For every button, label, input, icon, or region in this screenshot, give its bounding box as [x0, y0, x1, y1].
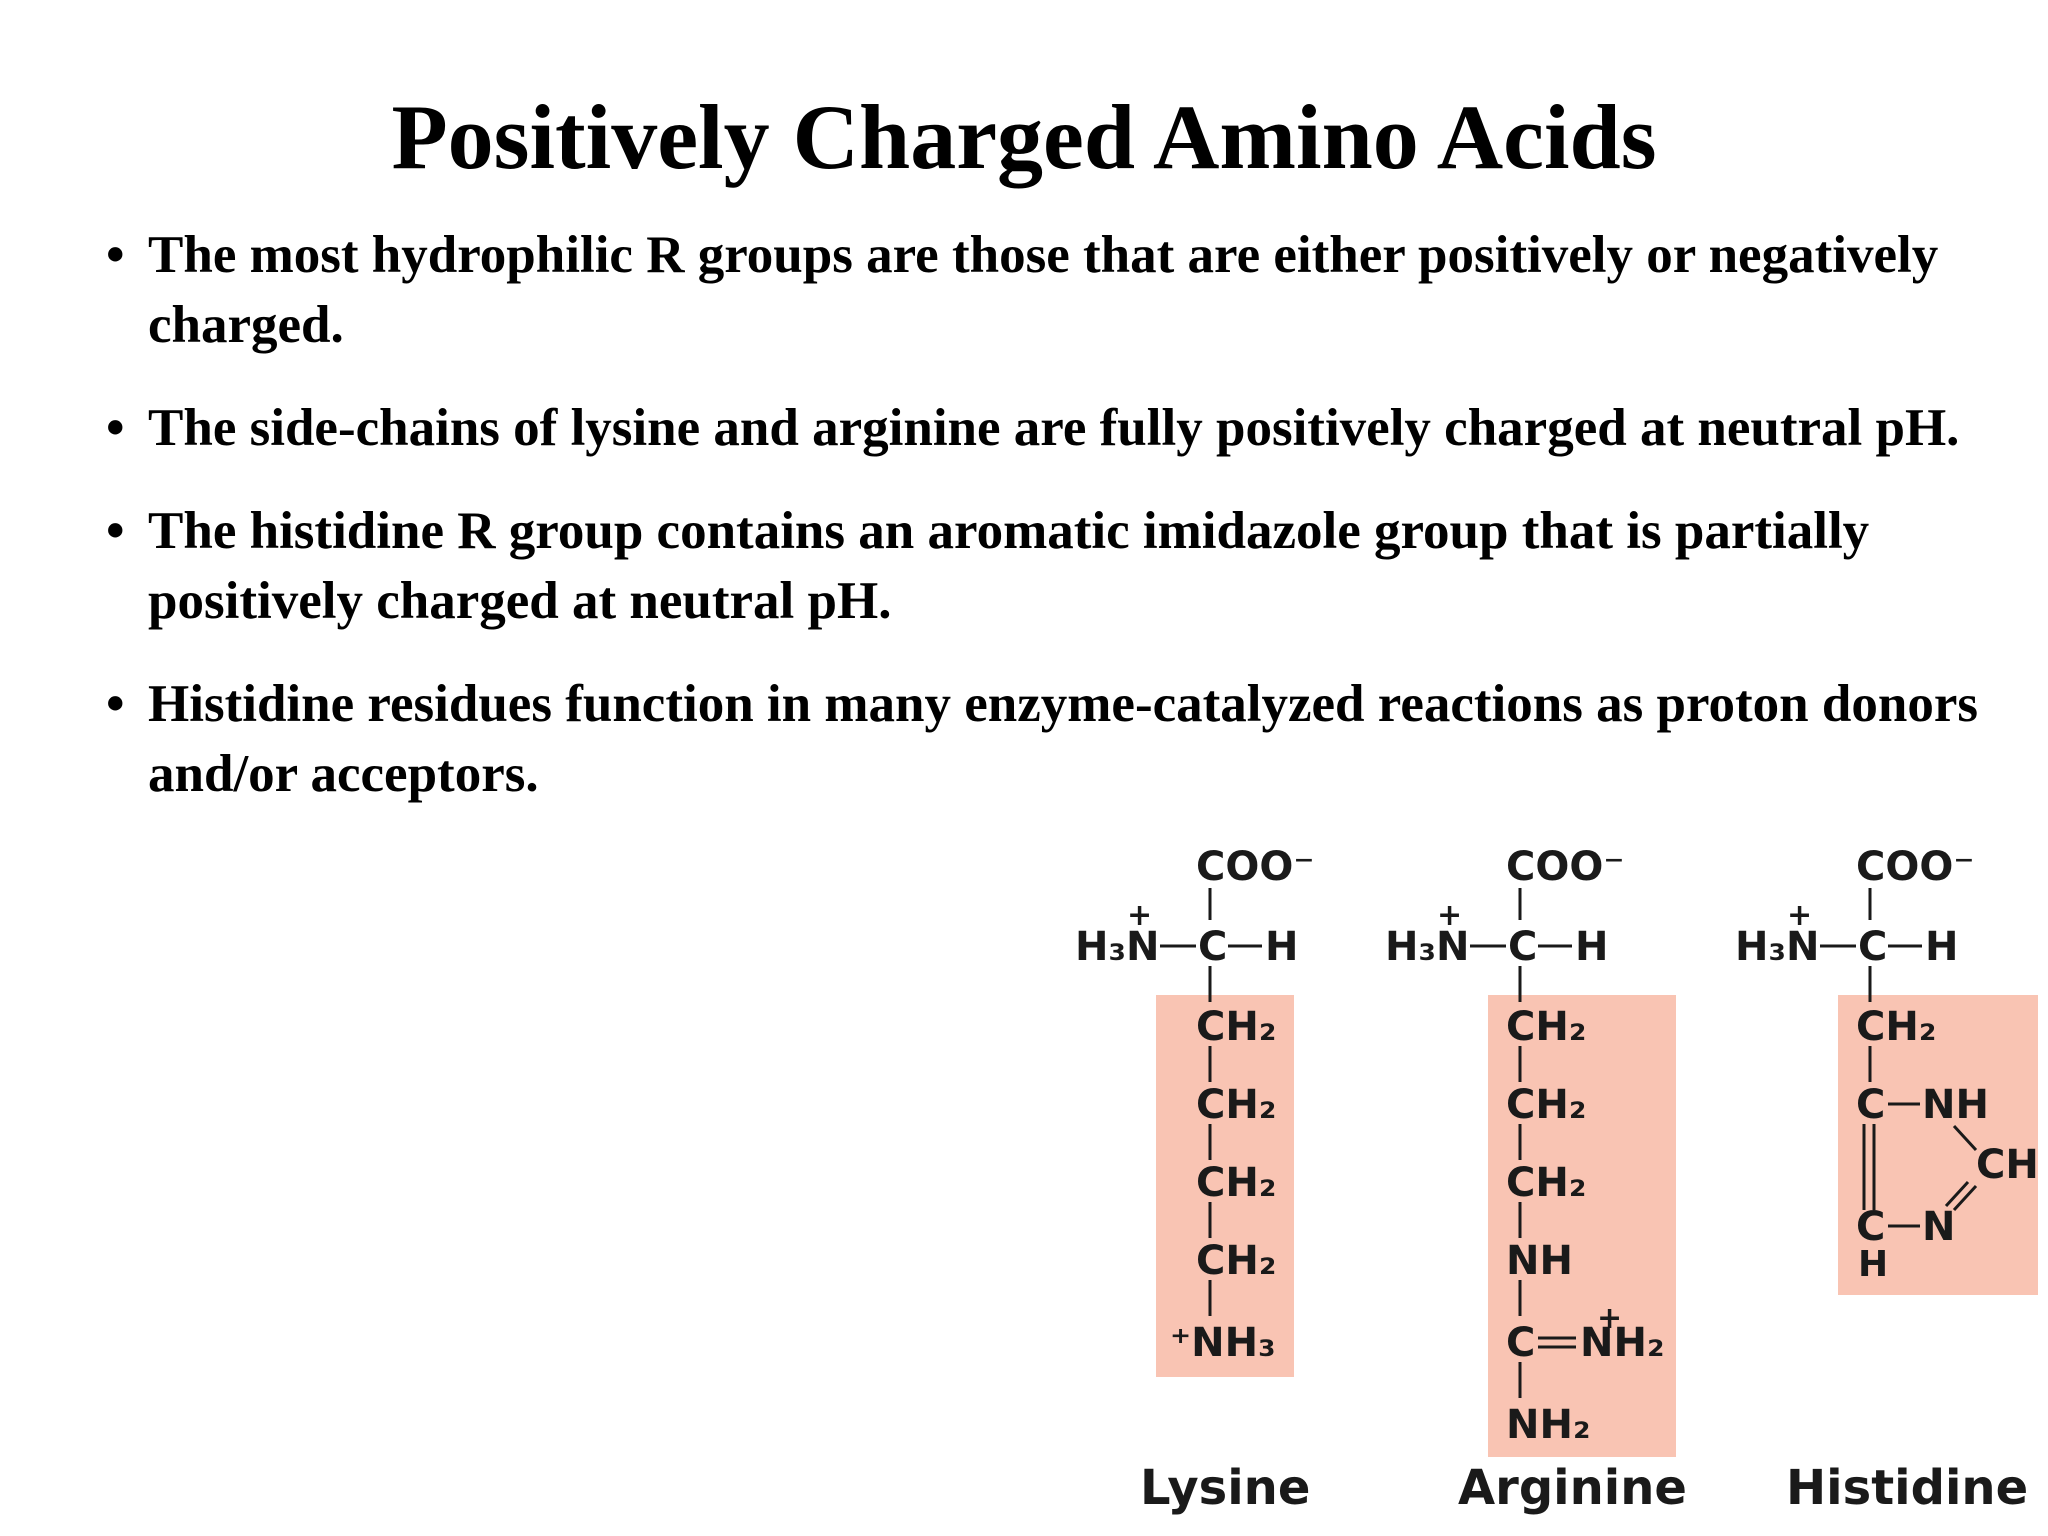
arginine-nh: NH: [1506, 1238, 1573, 1284]
bullet-text: The histidine R group contains an aromat…: [148, 502, 1870, 630]
histidine-ring-n: N: [1922, 1204, 1955, 1250]
histidine-ring-nh: NH: [1922, 1082, 1989, 1128]
histidine-ring-carbon-1: C: [1856, 1082, 1885, 1128]
arginine-terminal-nh2: NH₂: [1506, 1402, 1590, 1448]
arginine-alpha-hydrogen: H: [1575, 924, 1608, 970]
bullet-text: The side-chains of lysine and arginine a…: [148, 399, 1960, 457]
lysine-ch2-3: CH₂: [1196, 1160, 1276, 1206]
histidine-carboxylate: COO⁻: [1856, 844, 1974, 890]
histidine-alpha-hydrogen: H: [1925, 924, 1958, 970]
histidine-amino-group: H₃N: [1735, 924, 1819, 970]
lysine-amino-charge: +: [1127, 898, 1152, 933]
arginine-ch2-1: CH₂: [1506, 1004, 1586, 1050]
arginine-charge: +: [1597, 1301, 1622, 1336]
histidine-ring-carbon-2: C: [1856, 1204, 1885, 1250]
bond: [1952, 1124, 1978, 1152]
bullet-item: • The histidine R group contains an aroma…: [106, 496, 2006, 636]
histidine-structure: COO⁻ + H₃N C H CH₂ C NH CH C N H Histidi…: [1735, 844, 2039, 1516]
double-bond: [1944, 1180, 1970, 1208]
arginine-structure: COO⁻ + H₃N C H CH₂ CH₂ CH₂ NH + C NH₂ NH…: [1385, 844, 1687, 1516]
lysine-side-chain-highlight: [1156, 995, 1294, 1377]
bullet-dot: •: [106, 675, 125, 733]
histidine-ring-ch: CH: [1976, 1142, 2039, 1188]
lysine-alpha-hydrogen: H: [1265, 924, 1298, 970]
histidine-label: Histidine: [1786, 1460, 2028, 1516]
arginine-ch2-2: CH₂: [1506, 1082, 1586, 1128]
arginine-amino-charge: +: [1437, 898, 1462, 933]
double-bond: [1952, 1184, 1978, 1212]
bullet-text: The most hydrophilic R groups are those …: [148, 226, 1939, 354]
bullet-item: • Histidine residues function in many enz…: [106, 669, 2006, 809]
lysine-label: Lysine: [1140, 1460, 1310, 1516]
arginine-guanidino-carbon: C: [1506, 1320, 1535, 1366]
arginine-side-chain-highlight: [1488, 995, 1676, 1457]
arginine-carboxylate: COO⁻: [1506, 844, 1624, 890]
lysine-ch2-1: CH₂: [1196, 1004, 1276, 1050]
bullet-item: • The side-chains of lysine and arginine …: [106, 393, 2006, 463]
histidine-ch2: CH₂: [1856, 1004, 1936, 1050]
arginine-amino-group: H₃N: [1385, 924, 1469, 970]
arginine-charged-nh2: NH₂: [1580, 1320, 1664, 1366]
bullet-dot: •: [106, 226, 125, 284]
lysine-carboxylate: COO⁻: [1196, 844, 1314, 890]
bullet-text: Histidine residues function in many enzy…: [148, 675, 1979, 803]
bullet-dot: •: [106, 502, 125, 560]
bullet-dot: •: [106, 399, 125, 457]
histidine-side-chain-highlight: [1838, 995, 2038, 1295]
arginine-label: Arginine: [1458, 1460, 1687, 1516]
histidine-ring-h: H: [1858, 1244, 1888, 1285]
lysine-ch2-4: CH₂: [1196, 1238, 1276, 1284]
lysine-terminal-ammonium: ⁺NH₃: [1170, 1320, 1276, 1366]
arginine-alpha-carbon: C: [1508, 924, 1537, 970]
arginine-ch2-3: CH₂: [1506, 1160, 1586, 1206]
lysine-amino-group: H₃N: [1075, 924, 1159, 970]
bullet-item: • The most hydrophilic R groups are those…: [106, 220, 2006, 360]
slide-title: Positively Charged Amino Acids: [391, 86, 1657, 188]
lysine-ch2-2: CH₂: [1196, 1082, 1276, 1128]
histidine-amino-charge: +: [1787, 898, 1812, 933]
histidine-alpha-carbon: C: [1858, 924, 1887, 970]
lysine-alpha-carbon: C: [1198, 924, 1227, 970]
lysine-structure: COO⁻ + H₃N C H CH₂ CH₂ CH₂ CH₂ ⁺NH₃ Lysi…: [1075, 844, 1314, 1516]
bullet-list: • The most hydrophilic R groups are those…: [106, 220, 2006, 842]
